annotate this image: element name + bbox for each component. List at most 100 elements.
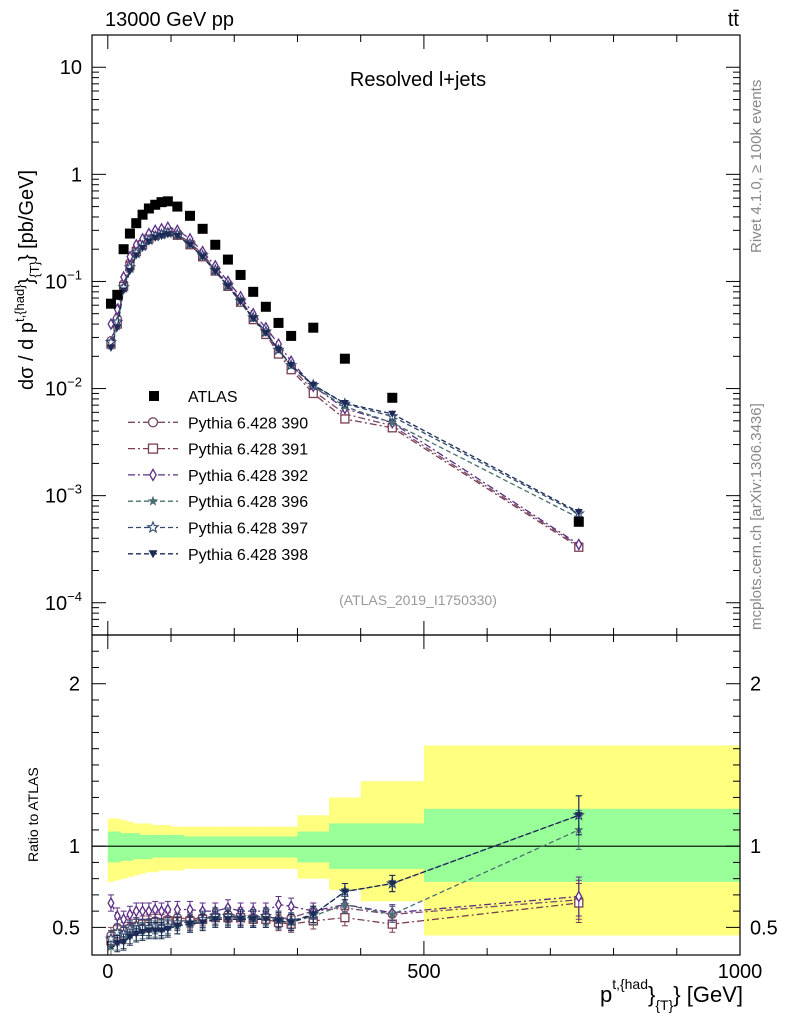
legend-label: Pythia 6.428 396	[188, 494, 308, 511]
ratio-point	[387, 909, 397, 919]
rivet-label: Rivet 4.1.0, ≥ 100k events	[748, 80, 765, 253]
ratio-y-tick-label: 0.5	[52, 917, 80, 939]
legend-marker	[147, 495, 159, 506]
data-point	[222, 254, 233, 265]
uncertainty-band-inner	[208, 836, 222, 858]
data-point	[575, 538, 583, 551]
ratio-point	[119, 938, 128, 947]
main-plot-content	[104, 196, 585, 552]
data-point	[118, 244, 129, 255]
data-point	[236, 298, 245, 306]
uncertainty-band-inner	[259, 836, 273, 858]
ratio-point	[120, 912, 128, 926]
legend-marker	[149, 468, 157, 482]
header-right: tt̄	[728, 9, 740, 31]
data-point	[137, 209, 148, 220]
ratio-point	[236, 916, 245, 924]
legend-entry: Pythia 6.428 398	[128, 547, 308, 564]
ratio-point	[145, 904, 153, 918]
legend-marker	[146, 520, 160, 534]
legend-label: Pythia 6.428 392	[188, 468, 308, 485]
data-point	[273, 317, 284, 328]
ratio-point	[157, 927, 166, 935]
series-line	[110, 231, 580, 548]
ratio-y-tick-label-right: 0.5	[750, 917, 778, 939]
ratio-point	[575, 890, 583, 903]
ratio-point	[132, 904, 140, 918]
series-pythia-6428-392	[107, 221, 583, 551]
ratio-point	[287, 919, 296, 927]
ratio-point	[198, 919, 207, 927]
data-point	[150, 199, 161, 210]
data-point	[211, 268, 220, 276]
ratio-point	[104, 932, 118, 945]
data-point	[104, 335, 118, 348]
ratio-plot-frame	[91, 634, 741, 956]
ratio-y-tick-label: 1	[69, 836, 80, 858]
x-tick-label: 0	[102, 961, 113, 983]
data-point	[143, 203, 154, 214]
uncertainty-band-inner	[126, 833, 134, 861]
ratio-point	[164, 903, 172, 916]
y-tick-label: 10−2	[45, 375, 82, 401]
series-line	[110, 232, 580, 515]
y-tick-label: 1	[71, 164, 82, 186]
uncertainty-band-inner	[107, 831, 115, 863]
data-point	[210, 239, 221, 250]
legend-entry: Pythia 6.428 391	[128, 442, 308, 459]
ratio-point	[113, 940, 122, 948]
series-atlas	[105, 196, 584, 527]
ratio-point	[151, 927, 160, 935]
data-point	[388, 410, 397, 418]
main-axis-ticks: 10 1 10−1 10−2 10−3 10−4	[45, 34, 741, 636]
uncertainty-band-inner	[221, 836, 235, 858]
ratio-point	[249, 916, 258, 924]
uncertainty-band-inner	[120, 833, 128, 861]
legend-entry: Pythia 6.428 397	[128, 520, 308, 538]
data-point	[131, 218, 142, 229]
data-point	[339, 353, 350, 364]
data-point	[340, 414, 350, 424]
ratio-point	[574, 812, 583, 820]
header-left: 13000 GeV pp	[105, 9, 234, 31]
ratio-point	[340, 888, 349, 896]
ratio-series-pythia-6428-398	[110, 795, 583, 953]
x-tick-label: 1000	[718, 961, 763, 983]
data-point	[113, 324, 122, 332]
y-tick-label: 10−1	[45, 267, 82, 293]
ratio-point	[340, 912, 350, 923]
ratio-point	[274, 898, 283, 911]
data-point	[112, 289, 123, 300]
ratio-point	[287, 899, 295, 913]
uncertainty-band-inner	[114, 831, 121, 863]
data-point	[274, 346, 283, 354]
data-point	[151, 234, 160, 242]
legend-label: ATLAS	[188, 389, 238, 406]
data-point	[119, 287, 128, 295]
data-point	[574, 509, 583, 517]
data-point	[132, 252, 141, 260]
x-tick-label: 500	[407, 961, 440, 983]
ratio-point	[126, 908, 134, 921]
ratio-point	[388, 880, 397, 888]
ratio-point	[151, 903, 159, 916]
ratio-point	[157, 904, 166, 918]
ratio-ylabel: Ratio to ATLAS	[25, 767, 41, 862]
data-point	[125, 267, 134, 276]
ratio-point	[107, 896, 115, 910]
legend-entry: Pythia 6.428 396	[128, 494, 308, 511]
ratio-point	[173, 922, 182, 930]
uncertainty-band-inner	[183, 836, 197, 858]
y-tick-label: 10−4	[45, 589, 82, 615]
analysis-id: (ATLAS_2019_I1750330)	[339, 592, 497, 608]
uncertainty-band-inner	[297, 831, 330, 863]
uncertainty-band-inner	[423, 808, 741, 882]
ratio-point	[223, 916, 232, 924]
uncertainty-band-inner	[272, 836, 286, 858]
data-point	[260, 301, 271, 312]
legend-label: Pythia 6.428 398	[188, 547, 308, 564]
data-point	[249, 315, 258, 323]
uncertainty-band-inner	[284, 836, 298, 858]
ratio-series-line	[110, 899, 579, 936]
